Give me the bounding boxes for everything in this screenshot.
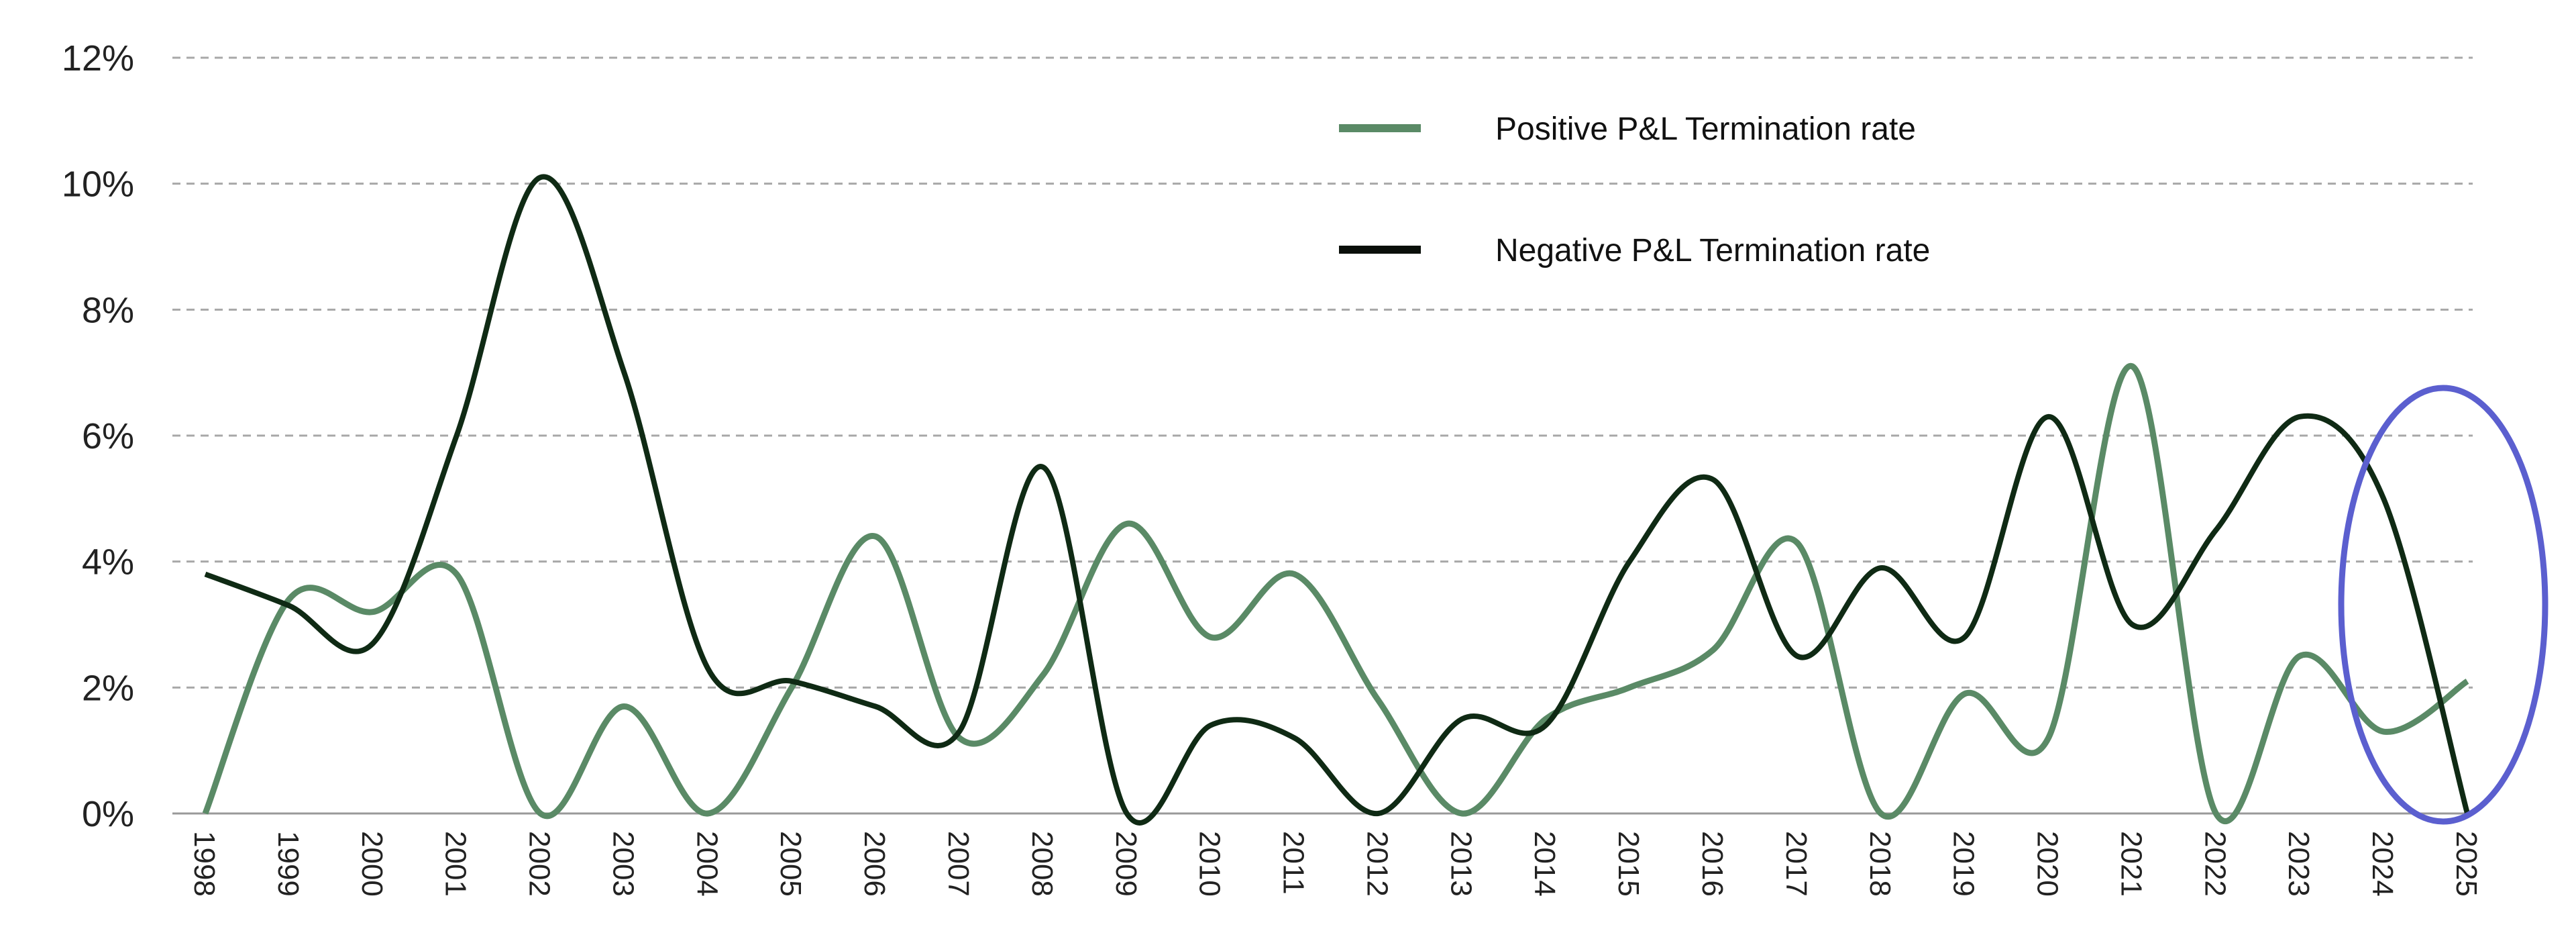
legend-label-positive: Positive P&L Termination rate: [1495, 111, 1916, 147]
x-tick-label: 2003: [606, 831, 639, 897]
series-lines: [202, 174, 2470, 826]
x-tick-label: 2010: [1193, 831, 1226, 897]
x-tick-label: 2005: [774, 831, 807, 897]
y-tick-label: 2%: [82, 668, 134, 708]
positive-series-line: [202, 363, 2469, 824]
x-tick-label: 2000: [356, 831, 388, 897]
x-tick-label: 2007: [942, 831, 975, 897]
y-tick-label: 8%: [82, 290, 134, 330]
x-tick-label: 2011: [1277, 831, 1310, 895]
x-tick-label: 2004: [690, 831, 723, 897]
x-tick-label: 2001: [439, 831, 472, 897]
x-tick-label: 2018: [1864, 831, 1896, 897]
y-tick-label: 10%: [62, 164, 134, 205]
x-tick-label: 2020: [2031, 831, 2064, 897]
x-axis-ticks: 1998 1999 2000 2001 2002 2003 2004 2005 2006 2007…: [188, 831, 2483, 897]
x-tick-label: 2022: [2198, 831, 2231, 897]
legend: Positive P&L Termination rate Negative P…: [1339, 111, 1930, 268]
x-tick-label: 2009: [1110, 831, 1142, 897]
x-tick-label: 2019: [1947, 831, 1980, 897]
y-tick-label: 4%: [82, 542, 134, 583]
highlight-ellipse: [2338, 385, 2548, 825]
y-axis-ticks: 0% 2% 4% 6% 8% 10% 12%: [62, 38, 134, 834]
x-tick-label: 2002: [523, 831, 556, 897]
x-tick-label: 2012: [1360, 831, 1393, 897]
legend-label-negative: Negative P&L Termination rate: [1495, 233, 1930, 268]
x-tick-label: 2006: [858, 831, 891, 897]
x-tick-label: 2025: [2450, 831, 2483, 897]
x-tick-label: 2008: [1026, 831, 1059, 897]
x-tick-label: 2017: [1780, 831, 1813, 897]
x-tick-label: 2021: [2114, 831, 2147, 897]
x-tick-label: 2014: [1528, 831, 1561, 897]
y-tick-label: 12%: [62, 38, 134, 79]
negative-series-line: [204, 174, 2470, 826]
x-tick-label: 2023: [2282, 831, 2315, 897]
gridlines: [172, 56, 2473, 815]
x-tick-label: 2013: [1444, 831, 1477, 897]
x-tick-label: 1999: [272, 831, 305, 897]
x-tick-label: 1998: [188, 831, 221, 897]
x-tick-label: 2016: [1696, 831, 1729, 897]
x-tick-label: 2024: [2366, 831, 2399, 897]
y-tick-label: 6%: [82, 416, 134, 456]
y-tick-label: 0%: [82, 794, 134, 834]
x-tick-label: 2015: [1612, 831, 1645, 897]
